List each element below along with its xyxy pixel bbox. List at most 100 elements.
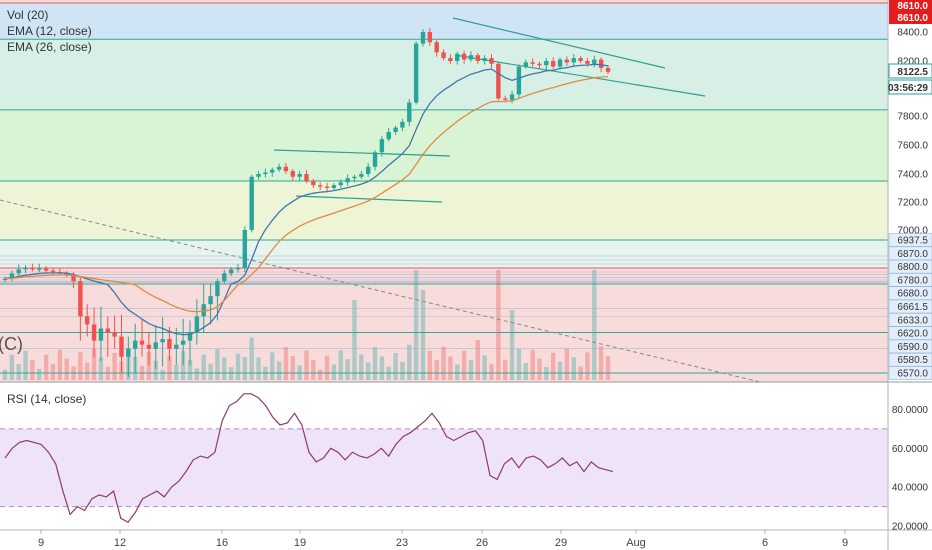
volume-bar (57, 349, 63, 380)
candle-body (139, 340, 145, 345)
candle-body (201, 304, 206, 317)
volume-bar (64, 358, 69, 380)
candle-body (270, 169, 275, 173)
time-axis[interactable]: 9 12 16 19 23 26 29 Aug 6 9 (38, 530, 848, 549)
price-axis[interactable]: 8400.08200.08000.07800.07600.07400.07200… (888, 28, 932, 380)
flag-bottom-line (454, 54, 706, 97)
volume-bar (194, 368, 200, 380)
candle-body (174, 344, 179, 349)
volume-bar (78, 352, 83, 380)
volume-bar (112, 352, 117, 380)
volume-bar (153, 360, 158, 380)
candle-body (407, 102, 412, 122)
candle-body (564, 59, 570, 63)
time-tick-label: Aug (626, 537, 646, 549)
volume-bar (400, 361, 405, 380)
price-tick-label: 6580.5 (897, 355, 928, 366)
candle-body (153, 342, 158, 349)
volume-bar (420, 290, 426, 380)
dashed-trend-line (0, 199, 761, 383)
candle-body (311, 181, 316, 186)
candle-body (276, 166, 282, 170)
volume-bar (201, 354, 206, 380)
candle-body (126, 348, 131, 357)
countdown-tag-text: 03:56:29 (888, 83, 928, 94)
flag-top-line (452, 17, 666, 69)
volume-bar (256, 357, 261, 380)
volume-bar (324, 355, 330, 380)
price-tick-label: 8200.0 (897, 57, 928, 68)
candle-body (537, 63, 542, 66)
candle-body (249, 176, 254, 230)
candle-body (105, 328, 110, 333)
volume-bar (427, 350, 433, 380)
ema26-indicator-label[interactable]: EMA (26, close) (7, 40, 92, 54)
volume-bar (270, 352, 275, 380)
price-tick-label: 6633.0 (897, 315, 928, 326)
price-tick-label: 6800.0 (897, 262, 928, 273)
volume-bar (249, 337, 254, 380)
candle-body (222, 273, 227, 282)
volume-bar (434, 359, 439, 380)
candle-body (167, 339, 172, 349)
trend-lines (0, 17, 761, 383)
last-price-tag-text: 8122.5 (897, 67, 928, 78)
candle-body (578, 58, 583, 61)
time-tick-label: 9 (38, 537, 44, 549)
ema12-indicator-label[interactable]: EMA (12, close) (7, 24, 92, 38)
candle-body (379, 139, 385, 153)
volume-bar (455, 364, 460, 380)
candle-body (43, 268, 49, 271)
candle-body (64, 273, 69, 275)
candle-body (331, 185, 337, 188)
rsi-axis[interactable]: 80.0000 60.0000 40.0000 20.0000 (892, 405, 929, 533)
candle-body (318, 185, 323, 187)
volume-bar (352, 300, 357, 380)
rsi-tick-label: 40.0000 (892, 483, 929, 494)
volume-bar (448, 356, 453, 380)
volume-bar (598, 346, 604, 380)
volume-bar (215, 348, 220, 380)
volume-bar (544, 367, 549, 380)
volume-bar (530, 349, 535, 380)
volume-bar (537, 358, 542, 380)
volume-bar (276, 361, 282, 380)
volume-bar (489, 363, 494, 380)
candle-body (119, 336, 124, 357)
price-tick-label: 6620.0 (897, 329, 928, 340)
volume-bar (379, 356, 385, 380)
last-price-tag (888, 63, 932, 79)
volume-bar (413, 270, 419, 380)
price-tick-label: 6570.0 (897, 369, 928, 380)
candle-body (208, 296, 213, 305)
vol-indicator-label[interactable]: Vol (20) (7, 8, 48, 22)
volume-bar (331, 364, 337, 380)
volume-bar (146, 351, 152, 380)
candle-body (9, 273, 15, 279)
candle-body (146, 344, 152, 349)
price-tick-tag (888, 366, 932, 380)
candle-body (235, 268, 241, 270)
price-tick-label: 7800.0 (897, 112, 928, 123)
volume-bar (592, 270, 597, 380)
rsi-tick-label: 60.0000 (892, 444, 929, 455)
rsi-line (4, 393, 614, 523)
candle-body (386, 131, 391, 140)
rsi-indicator-label[interactable]: RSI (14, close) (7, 392, 86, 406)
volume-bar (475, 340, 481, 380)
time-tick-label: 29 (555, 537, 567, 549)
candle-body (50, 270, 56, 272)
fib-band-4 (0, 181, 888, 240)
volume-bar (311, 360, 316, 380)
candle-body (324, 186, 330, 188)
volume-bar (468, 360, 474, 380)
candle-body (605, 68, 611, 72)
candle-body (455, 53, 460, 61)
candle-body (297, 174, 302, 177)
volume-bar (557, 361, 563, 380)
candle-body (85, 316, 90, 325)
candles (2, 28, 611, 377)
ema26-line (4, 75, 609, 313)
volume-bar (290, 355, 295, 380)
